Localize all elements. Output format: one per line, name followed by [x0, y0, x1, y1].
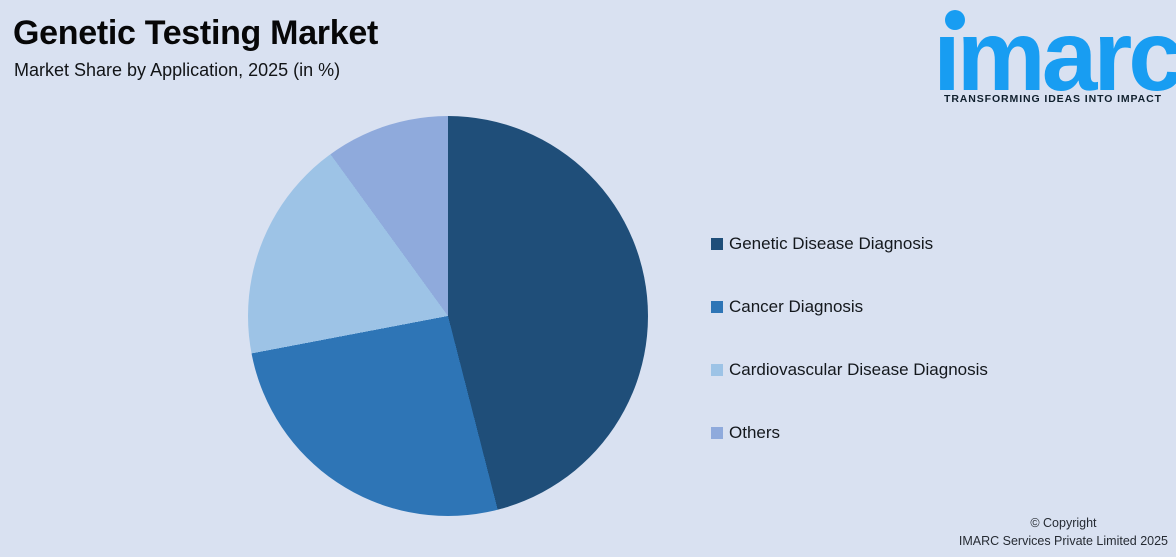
legend-label: Others	[729, 423, 781, 442]
legend: Genetic Disease Diagnosis Cancer Diagnosi…	[711, 231, 988, 483]
logo-wordmark: ımarc	[933, 0, 1176, 112]
legend-item: Cardiovascular Disease Diagnosis	[711, 357, 988, 383]
copyright-line1: © Copyright	[1030, 515, 1097, 530]
page-title: Genetic Testing Market	[13, 14, 378, 52]
copyright-notice: © Copyright IMARC Services Private Limit…	[959, 514, 1168, 550]
imarc-logo: ımarc TRANSFORMING IDEAS INTO IMPACT	[933, 0, 1176, 112]
chart-subtitle: Market Share by Application, 2025 (in %)	[14, 60, 341, 80]
logo-tagline: TRANSFORMING IDEAS INTO IMPACT	[944, 93, 1162, 105]
legend-label: Cardiovascular Disease Diagnosis	[729, 360, 988, 379]
legend-swatch-icon	[711, 238, 723, 250]
legend-item: Others	[711, 420, 988, 446]
legend-label: Genetic Disease Diagnosis	[729, 234, 934, 253]
legend-swatch-icon	[711, 427, 723, 439]
logo-dot-icon	[945, 10, 965, 30]
legend-label: Cancer Diagnosis	[729, 297, 864, 316]
legend-item: Genetic Disease Diagnosis	[711, 231, 988, 257]
copyright-line2: IMARC Services Private Limited 2025	[958, 533, 1168, 548]
legend-swatch-icon	[711, 364, 723, 376]
pie-chart	[248, 116, 648, 516]
legend-item: Cancer Diagnosis	[711, 294, 988, 320]
legend-swatch-icon	[711, 301, 723, 313]
